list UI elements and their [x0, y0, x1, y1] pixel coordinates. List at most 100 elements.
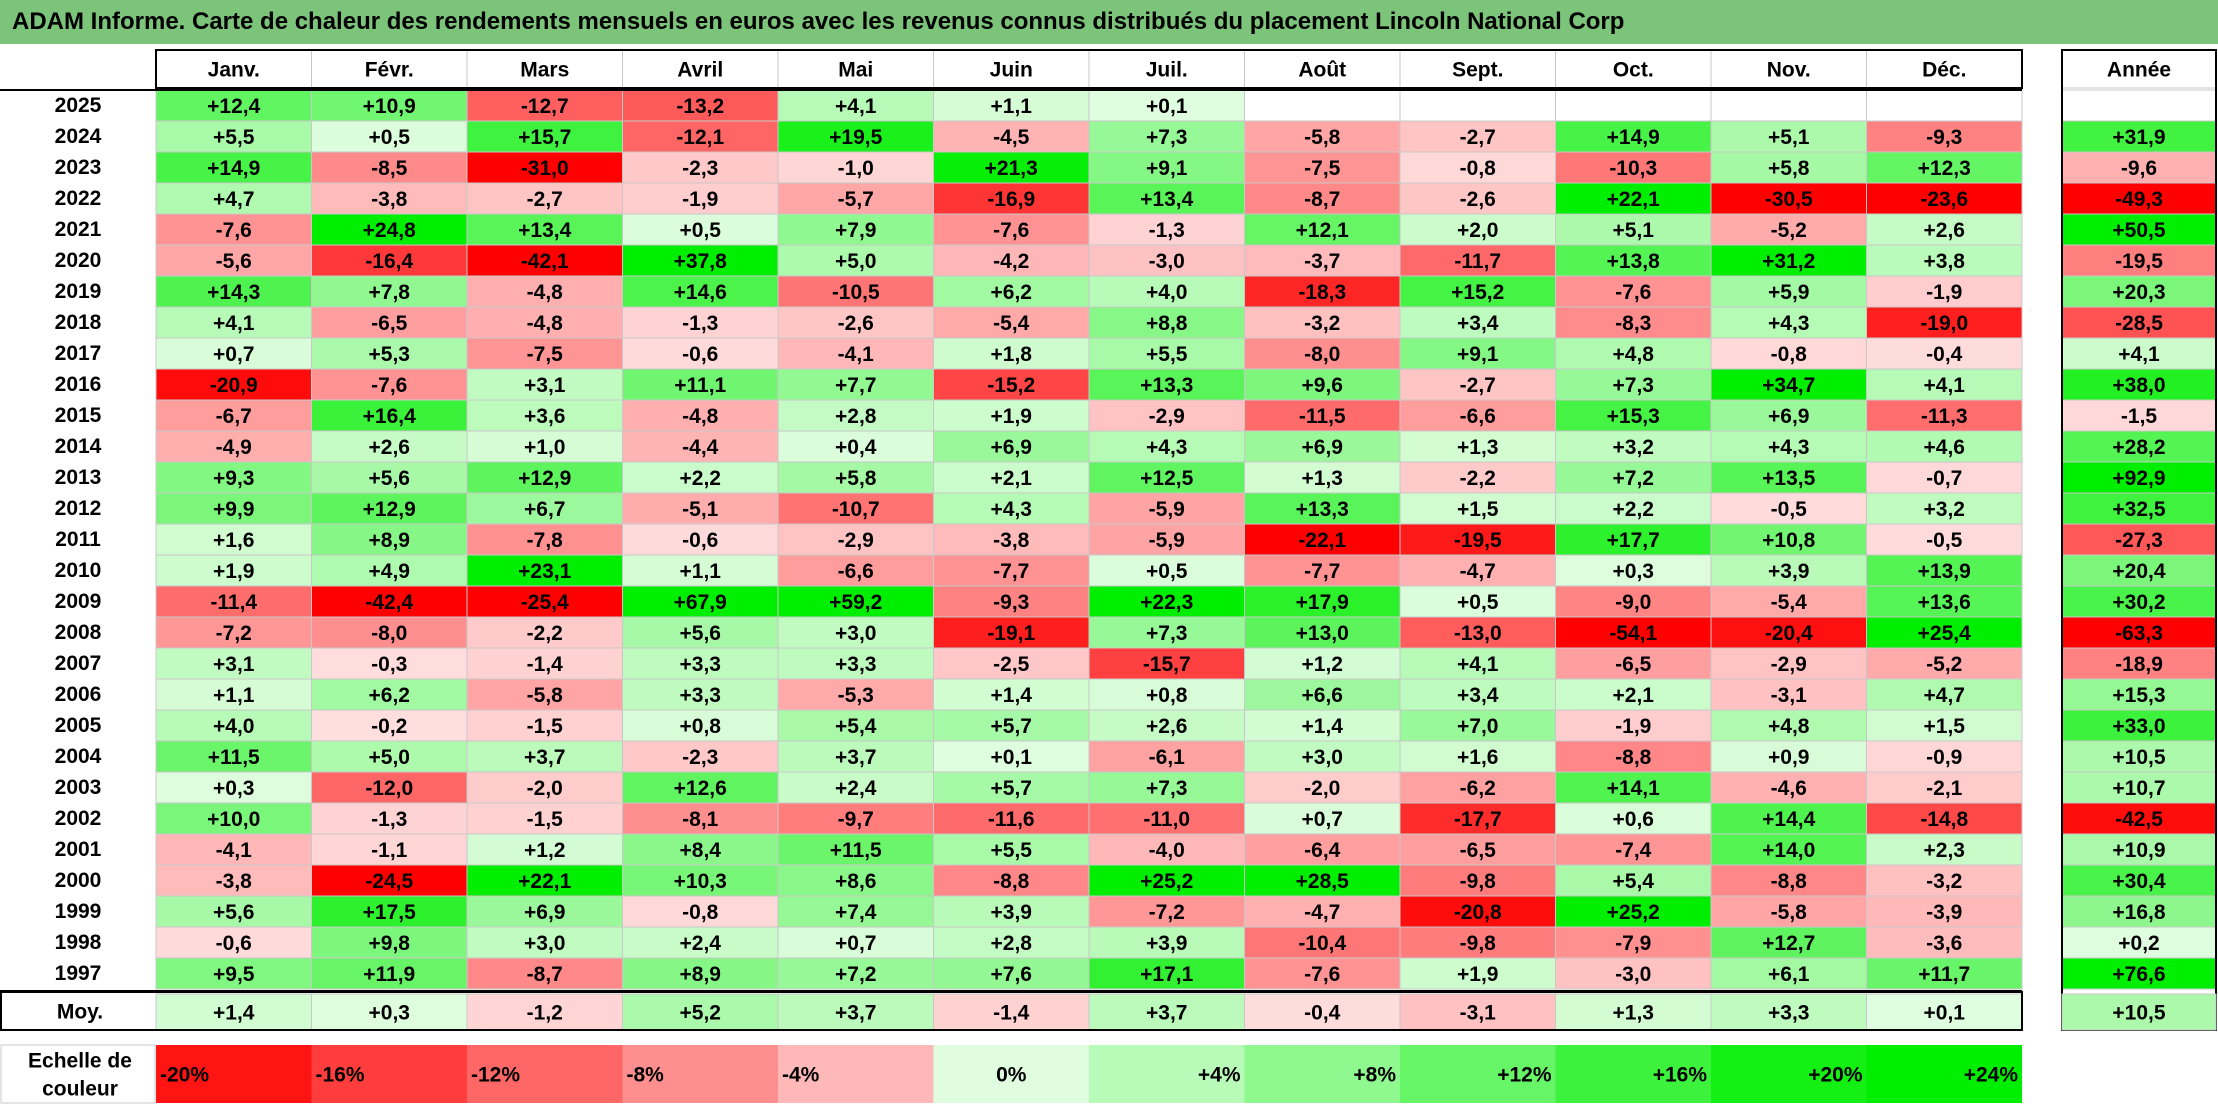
cell-value: -4,1	[838, 343, 875, 366]
heatmap-cell	[1710, 182, 1867, 215]
cell-value: -16,4	[365, 250, 413, 273]
heatmap-cell	[311, 213, 468, 246]
cell-value: +0,1	[1146, 95, 1188, 118]
average-value: -1,4	[993, 1002, 1030, 1025]
heatmap-cell	[1088, 554, 1245, 587]
cell-value: -5,8	[1304, 126, 1341, 149]
cell-value: +5,7	[991, 777, 1032, 800]
cell-value: -1,3	[1149, 219, 1185, 242]
heatmap-cell	[777, 182, 934, 215]
heatmap-cell	[1399, 151, 1556, 184]
heatmap-cell	[622, 89, 779, 122]
heatmap-cell	[1399, 647, 1556, 680]
year-label: 2008	[55, 621, 102, 644]
cell-value: +3,4	[1457, 312, 1499, 335]
scale-swatch	[1555, 1045, 1711, 1103]
cell-value: +2,0	[1457, 219, 1498, 242]
cell-value: +0,7	[1302, 808, 1343, 831]
cell-value: +59,2	[829, 591, 882, 614]
cell-value: -10,5	[832, 281, 880, 304]
year-label: 2004	[55, 745, 102, 768]
cell-value: +5,8	[1768, 157, 1810, 180]
cell-value: +14,1	[1607, 777, 1660, 800]
annual-value: +76,6	[2112, 963, 2165, 986]
heatmap-cell	[1710, 678, 1867, 711]
cell-value: +2,8	[991, 932, 1033, 955]
annual-value: +30,4	[2112, 870, 2165, 893]
heatmap-cell	[311, 709, 468, 742]
cell-value: -4,0	[1149, 839, 1185, 862]
cell-value: -0,6	[682, 343, 718, 366]
heatmap-cell	[1399, 895, 1556, 928]
cell-value: +14,3	[207, 281, 260, 304]
heatmap-cell	[1399, 275, 1556, 308]
cell-value: -16,9	[987, 188, 1035, 211]
cell-value: -1,3	[371, 808, 407, 831]
cell-value: +17,5	[363, 901, 416, 924]
cell-value: +25,2	[1607, 901, 1660, 924]
heatmap-cell	[1555, 802, 1712, 835]
heatmap-cell	[777, 368, 934, 401]
annual-value: +28,2	[2112, 436, 2165, 459]
cell-value: -9,8	[1460, 870, 1497, 893]
cell-value: -1,5	[527, 808, 564, 831]
chart-title: ADAM Informe. Carte de chaleur des rende…	[0, 0, 2218, 44]
heatmap-cell	[311, 430, 468, 463]
heatmap-cell	[466, 895, 623, 928]
cell-value: -4,6	[1771, 777, 1807, 800]
average-cell	[1244, 993, 1401, 1031]
cell-value: -11,0	[1143, 808, 1190, 831]
cell-value: -6,1	[1149, 746, 1186, 769]
cell-value: -1,3	[682, 312, 718, 335]
cell-value: +23,1	[518, 560, 571, 583]
cell-value: +3,3	[680, 684, 721, 707]
year-label: 2002	[55, 807, 102, 830]
cell-value: +5,5	[991, 839, 1033, 862]
cell-value: +1,3	[1457, 436, 1498, 459]
heatmap-cell	[1710, 368, 1867, 401]
cell-value: +2,1	[1613, 684, 1655, 707]
heatmap-cell	[1866, 182, 2023, 215]
scale-label-line1: Echelle de	[28, 1050, 132, 1073]
heatmap-cell	[622, 554, 779, 587]
cell-value: +4,0	[1146, 281, 1187, 304]
cell-value: +3,7	[835, 746, 876, 769]
year-label: 2006	[55, 683, 102, 706]
month-header: Déc.	[1922, 59, 1966, 82]
heatmap-cell	[1866, 957, 2023, 990]
cell-value: -8,7	[527, 963, 563, 986]
cell-value: +3,8	[1924, 250, 1966, 273]
cell-value: -2,9	[1149, 405, 1185, 428]
cell-value: -7,7	[1304, 560, 1340, 583]
heatmap-cell	[1088, 492, 1245, 525]
cell-value: -2,9	[1771, 653, 1807, 676]
year-label: 1998	[55, 931, 102, 954]
heatmap-cell	[1555, 461, 1712, 494]
year-label: 2007	[55, 652, 102, 675]
cell-value: +0,5	[680, 219, 722, 242]
cell-value: -0,4	[1926, 343, 1963, 366]
heatmap-cell	[622, 957, 779, 990]
cell-value: +4,7	[1924, 684, 1965, 707]
cell-value: -4,8	[527, 312, 564, 335]
heatmap-cell	[311, 554, 468, 587]
annual-cell	[2061, 213, 2217, 246]
heatmap-cell	[311, 616, 468, 649]
heatmap-cell	[777, 430, 934, 463]
heatmap-cell	[1710, 833, 1867, 866]
cell-value: +1,3	[1302, 467, 1343, 490]
heatmap-cell	[466, 120, 623, 153]
cell-value: +3,2	[1924, 498, 1965, 521]
heatmap-cell	[1399, 306, 1556, 339]
month-header-cell	[933, 49, 1090, 89]
annual-header: Année	[2107, 59, 2171, 82]
cell-value: -7,6	[1304, 963, 1340, 986]
heatmap-cell	[155, 399, 312, 432]
scale-step-label: +20%	[1808, 1064, 1863, 1087]
heatmap-cell	[466, 244, 623, 277]
cell-value: +12,4	[207, 95, 260, 118]
cell-value: -7,2	[216, 622, 252, 645]
cell-value: -2,5	[993, 653, 1030, 676]
cell-value: +11,5	[830, 839, 882, 862]
cell-value: -7,9	[1615, 932, 1651, 955]
